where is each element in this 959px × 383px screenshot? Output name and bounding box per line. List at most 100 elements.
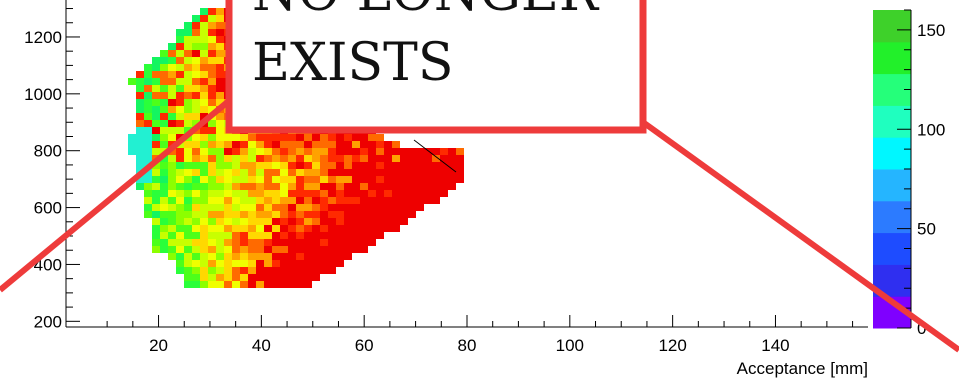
heatmap-cell [184,71,192,78]
heatmap-cell [328,218,336,225]
heatmap-cell [168,134,176,141]
heatmap-cell [144,190,152,197]
heatmap-cell [152,232,160,239]
heatmap-cell [248,176,256,183]
heatmap-cell [200,197,208,204]
heatmap-cell [208,169,216,176]
heatmap-cell [272,239,280,246]
heatmap-cell [328,141,336,148]
heatmap-cell [296,281,304,288]
heatmap-cell [272,176,280,183]
heatmap-cell [240,253,248,260]
heatmap-cell [360,141,368,148]
heatmap-cell [160,113,168,120]
heatmap-cell [136,92,144,99]
heatmap-cell [392,183,400,190]
heatmap-cell [208,155,216,162]
heatmap-cell [280,225,288,232]
heatmap-cell [176,162,184,169]
heatmap-cell [168,169,176,176]
heatmap-cell [360,218,368,225]
heatmap-cell [304,218,312,225]
heatmap-cell [200,85,208,92]
heatmap-cell [216,218,224,225]
heatmap-cell [280,141,288,148]
heatmap-cell [272,183,280,190]
heatmap-cell [208,99,216,106]
heatmap-cell [160,246,168,253]
heatmap-cell [232,260,240,267]
heatmap-cell [384,225,392,232]
heatmap-cell [136,141,144,148]
heatmap-cell [208,29,216,36]
heatmap-cell [184,225,192,232]
heatmap-cell [208,22,216,29]
heatmap-cell [272,162,280,169]
heatmap-cell [152,64,160,71]
heatmap-cell [232,148,240,155]
heatmap-cell [376,211,384,218]
heatmap-cell [160,232,168,239]
heatmap-cell [152,183,160,190]
heatmap-cell [440,183,448,190]
heatmap-cell [320,239,328,246]
heatmap-cell [200,225,208,232]
heatmap-cell [400,218,408,225]
heatmap-cell [152,106,160,113]
heatmap-cell [336,253,344,260]
heatmap-cell [216,211,224,218]
heatmap-cell [216,8,224,15]
heatmap-cell [200,281,208,288]
heatmap-cell [184,141,192,148]
heatmap-cell [296,148,304,155]
heatmap-cell [136,78,144,85]
heatmap-cell [336,169,344,176]
heatmap-cell [192,204,200,211]
heatmap-cell [424,176,432,183]
heatmap-cell [432,197,440,204]
heatmap-cell [272,253,280,260]
heatmap-cell [192,267,200,274]
heatmap-cell [256,239,264,246]
heatmap-cell [240,155,248,162]
heatmap-cell [448,155,456,162]
heatmap-cell [328,267,336,274]
heatmap-cell [152,197,160,204]
heatmap-cell [152,246,160,253]
heatmap-cell [240,190,248,197]
heatmap-cell [248,253,256,260]
heatmap-cell [216,183,224,190]
heatmap-cell [152,204,160,211]
heatmap-cell [160,225,168,232]
heatmap-cell [288,190,296,197]
heatmap-cell [280,148,288,155]
heatmap-cell [264,155,272,162]
heatmap-cell [128,78,136,85]
heatmap-cell [200,204,208,211]
heatmap-cell [328,148,336,155]
heatmap-cell [368,225,376,232]
heatmap-cell [184,239,192,246]
heatmap-cell [256,204,264,211]
heatmap-cell [416,176,424,183]
heatmap-cell [144,141,152,148]
heatmap-cell [368,218,376,225]
heatmap-cell [176,204,184,211]
colorbar-tick-label: 100 [917,120,945,139]
heatmap-cell [152,92,160,99]
heatmap-cell [288,218,296,225]
heatmap-cell [184,92,192,99]
heatmap-cell [416,155,424,162]
heatmap-cell [224,190,232,197]
heatmap-cell [152,127,160,134]
heatmap-cell [296,267,304,274]
heatmap-cell [136,183,144,190]
heatmap-cell [144,85,152,92]
heatmap-cell [176,169,184,176]
heatmap-cell [208,64,216,71]
heatmap-cell [288,225,296,232]
heatmap-cell [328,232,336,239]
heatmap-cell [272,281,280,288]
heatmap-cell [264,204,272,211]
heatmap-cell [280,176,288,183]
